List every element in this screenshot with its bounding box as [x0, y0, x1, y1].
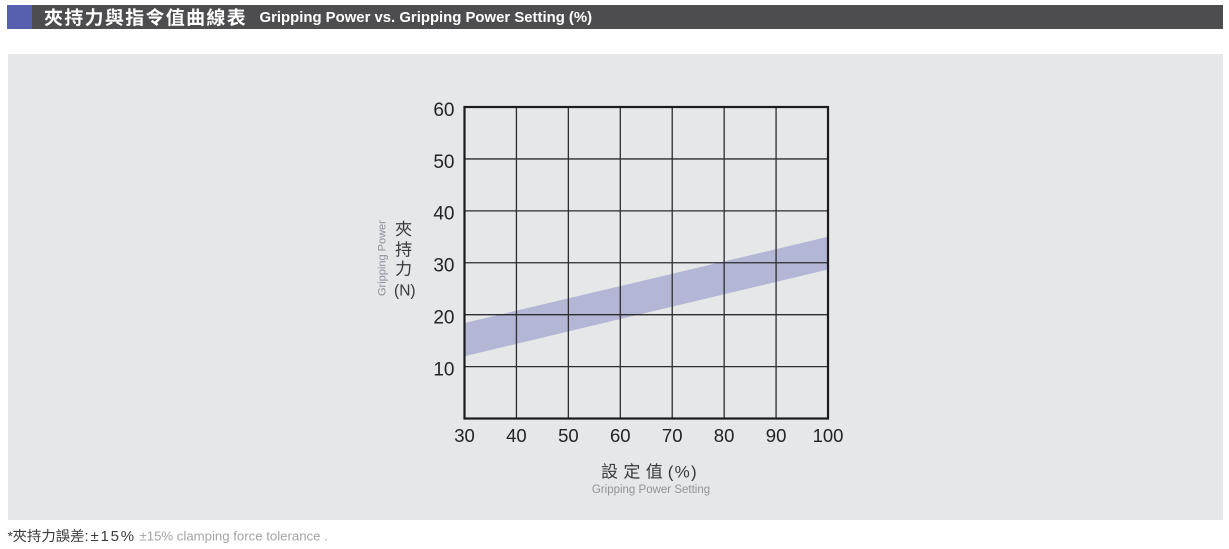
svg-text:60: 60 — [433, 100, 454, 121]
svg-text:10: 10 — [433, 360, 454, 381]
svg-text:(%): (%) — [668, 463, 698, 482]
svg-text:90: 90 — [766, 425, 787, 446]
svg-text:30: 30 — [433, 256, 454, 277]
svg-text:*: * — [8, 528, 14, 544]
svg-text::±15%: :±15% — [85, 528, 136, 545]
svg-text:30: 30 — [454, 425, 475, 446]
svg-text:±15% clamping force tolerance: ±15% clamping force tolerance . — [140, 529, 328, 544]
svg-text:80: 80 — [714, 425, 735, 446]
svg-text:60: 60 — [610, 425, 631, 446]
svg-text:(N): (N) — [394, 283, 416, 300]
svg-text:40: 40 — [433, 204, 454, 225]
svg-text:50: 50 — [433, 152, 454, 173]
svg-text:20: 20 — [433, 308, 454, 329]
svg-text:100: 100 — [813, 425, 844, 446]
svg-text:70: 70 — [662, 425, 683, 446]
svg-text:40: 40 — [506, 425, 527, 446]
svg-text:50: 50 — [558, 425, 579, 446]
svg-text:Gripping Power vs. Gripping Po: Gripping Power vs. Gripping Power Settin… — [260, 10, 593, 26]
svg-text:Gripping Power Setting: Gripping Power Setting — [592, 484, 710, 496]
svg-text:Gripping Power: Gripping Power — [377, 220, 389, 296]
